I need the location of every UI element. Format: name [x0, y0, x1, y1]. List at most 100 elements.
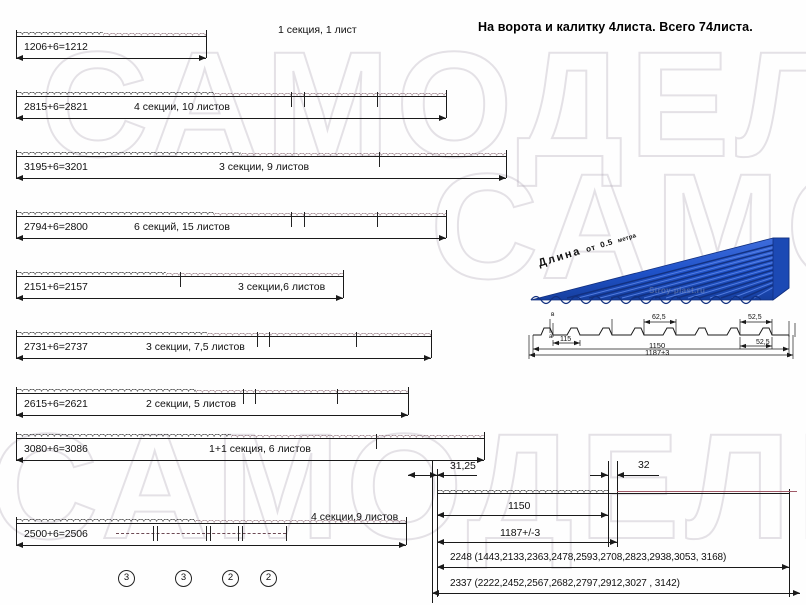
dimension-arrow-left	[16, 54, 23, 61]
chain-arrow	[601, 511, 608, 518]
panel-crest	[16, 28, 103, 35]
panel-crest	[16, 148, 241, 155]
row-dimension-label: 2500+6=2506	[24, 528, 88, 540]
panel-post-tick	[304, 212, 305, 227]
profile-mark-b: в	[551, 311, 555, 318]
panel-end-right	[484, 432, 485, 460]
panel-end-right	[446, 210, 447, 238]
dimension-arrow-right	[439, 114, 446, 121]
row-note-label: 3 секции, 9 листов	[219, 161, 310, 173]
panel-crest-secondary	[241, 149, 506, 156]
panel-end-left	[16, 150, 17, 178]
chain-ext-mid-b	[617, 461, 618, 547]
profile-mark-a: а	[549, 333, 553, 340]
chain-dim-left-offset-leader	[437, 475, 477, 476]
panel-top-line	[16, 156, 506, 157]
section-count-badge: 2	[260, 570, 277, 587]
dimension-arrow-right	[336, 294, 343, 301]
chain-dim-2337-line	[432, 593, 800, 594]
panel-end-left	[16, 90, 17, 118]
chain-label-right-offset: 32	[638, 459, 650, 471]
dimension-chain: 31,25 32 1150 1187+/-3 2248 (1443,2133,2…	[404, 455, 804, 603]
chain-label-full-width: 1187+/-3	[500, 527, 541, 539]
panel-end-left	[16, 270, 17, 298]
chain-arrow	[430, 471, 437, 478]
dimension-arrow-right	[401, 411, 408, 418]
dimension-line	[16, 298, 343, 299]
corrugated-sheet-illustration: Длина от 0.5 метра Stroy-plast.ru	[527, 228, 795, 312]
chain-dim-left-offset-line	[408, 475, 437, 476]
row-note-label: 2 секции, 5 листов	[146, 398, 237, 410]
panel-post-tick	[257, 332, 258, 347]
dimension-line	[16, 178, 506, 179]
chain-arrow	[617, 471, 624, 478]
row-note-label: 1+1 секция, 6 листов	[209, 443, 311, 455]
chain-arrow	[437, 511, 444, 518]
panel-end-right	[406, 517, 407, 545]
dimension-line	[16, 545, 406, 546]
dimension-line	[16, 238, 446, 239]
panel-dashed-midline	[116, 533, 286, 534]
panel-top-line	[16, 393, 408, 394]
dimension-arrow-right	[499, 174, 506, 181]
row-dimension-label: 3195+6=3201	[24, 161, 88, 173]
chain-arrow	[437, 538, 444, 545]
dimension-arrow-left	[16, 174, 23, 181]
profile-cross-section: в а 115 62,5 52,5 52,5 1150 1187±3	[527, 311, 799, 361]
dimension-line	[16, 358, 431, 359]
panel-post-tick	[210, 526, 211, 541]
panel-end-left	[16, 517, 17, 545]
panel-crest	[16, 430, 231, 437]
profile-dim-62-5: 62,5	[652, 314, 666, 321]
panel-end-left	[16, 330, 17, 358]
row-dimension-label: 2615+6=2621	[24, 398, 88, 410]
dimension-arrow-left	[16, 114, 23, 121]
row-dimension-label: 1206+6=1212	[24, 41, 88, 53]
section-count-badge: 3	[175, 570, 192, 587]
panel-post-tick	[238, 526, 239, 541]
dimension-arrow-left	[16, 456, 23, 463]
chain-dim-cover-line	[437, 515, 608, 516]
chain-dim-right-offset-line	[590, 475, 608, 476]
section-count-badge: 2	[222, 570, 239, 587]
panel-crest	[16, 328, 207, 335]
panel-end-left	[16, 210, 17, 238]
dimension-line	[16, 118, 446, 119]
chain-label-cover-width: 1150	[508, 500, 531, 512]
panel-crest-secondary	[207, 329, 431, 336]
panel-post-tick	[379, 152, 380, 167]
profile-dim-52-5-top: 52,5	[748, 314, 762, 321]
panel-post-tick	[255, 389, 256, 404]
dimension-arrow-left	[16, 294, 23, 301]
panel-top-line	[16, 276, 343, 277]
chain-arrow	[432, 589, 439, 596]
panel-crest-secondary	[195, 516, 406, 523]
panel-end-right	[206, 30, 207, 58]
panel-crest-secondary	[231, 431, 484, 438]
chain-panel-redline	[617, 491, 797, 492]
row-note-label: 4 секции, 10 листов	[134, 101, 230, 113]
panel-post-tick	[286, 526, 287, 541]
chain-arrow	[610, 538, 617, 545]
panel-post-tick	[356, 332, 357, 347]
chain-arrow	[408, 471, 415, 478]
chain-ext-left-inner	[437, 469, 438, 597]
row-note-label: 3 секции,6 листов	[238, 281, 326, 293]
panel-post-tick	[180, 272, 181, 287]
panel-crest	[16, 88, 214, 95]
chain-panel-baseline	[437, 493, 789, 494]
dimension-arrow-right	[399, 541, 406, 548]
dimension-arrow-left	[16, 354, 23, 361]
profile-total-cover: 1150	[649, 341, 666, 350]
panel-crest	[16, 385, 196, 392]
panel-post-tick	[377, 92, 378, 107]
chain-label-two-sheets-full: 2337 (2222,2452,2567,2682,2797,2912,3027…	[450, 578, 680, 589]
row-dimension-label: 2815+6=2821	[24, 101, 88, 113]
shop-watermark: Stroy-plast.ru	[649, 286, 706, 295]
panel-top-line	[16, 96, 446, 97]
panel-crest-secondary	[214, 89, 446, 96]
sheet-length-from: от	[584, 242, 597, 255]
chain-panel-wave	[437, 486, 608, 493]
chain-dim-full-line	[437, 542, 617, 543]
